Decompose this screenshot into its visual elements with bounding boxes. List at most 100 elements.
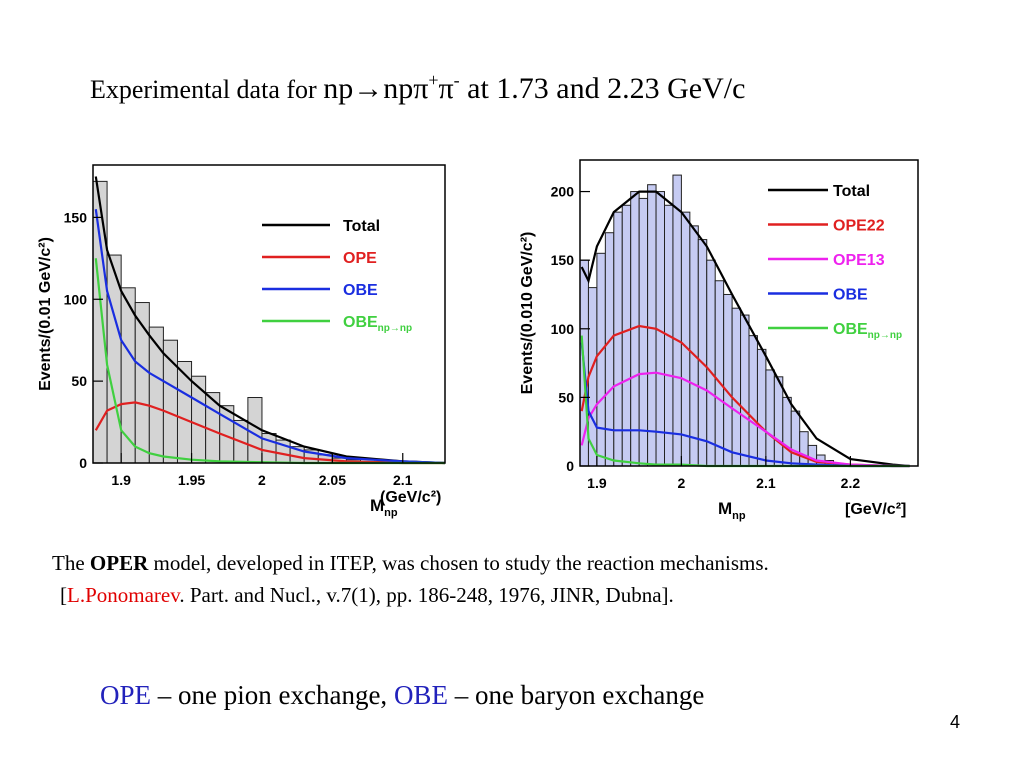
y-axis-label: Events/(0.010 GeV/c²) [519, 232, 536, 395]
curve [94, 401, 445, 465]
histogram-bar [807, 444, 818, 467]
legend-subscript: np→np [378, 323, 412, 334]
legend-label: OBE [343, 282, 378, 299]
histogram-bar [782, 396, 792, 467]
plot-frame [92, 164, 446, 464]
legend-subscript: np→np [868, 330, 902, 341]
histogram-bar [191, 375, 207, 464]
title-suffix: at 1.73 and 2.23 GeV/c [460, 72, 746, 105]
x-axis-unit: [GeV/c²] [845, 501, 906, 518]
y-axis-label: Events/(0.01 GeV/c²) [37, 237, 54, 391]
histogram-bar [647, 184, 657, 467]
y-tick-label: 50 [558, 389, 574, 405]
histogram-bar [723, 293, 733, 467]
legend-name: OPE [343, 250, 377, 267]
histogram-bar [162, 339, 178, 464]
legend-name: OPE22 [833, 218, 885, 235]
x-tick-label: 1.9 [111, 472, 131, 488]
term: OBE [394, 680, 448, 710]
legend-label: OPE13 [833, 252, 885, 269]
legend-name: OPE13 [833, 252, 885, 269]
histogram-bar [148, 326, 164, 464]
x-tick-label: 1.95 [178, 472, 205, 488]
y-tick-label: 100 [551, 321, 575, 337]
x-axis-unit: (GeV/c²) [380, 489, 441, 506]
curve [94, 209, 446, 465]
curve [580, 190, 910, 468]
histogram-bar [689, 225, 699, 467]
y-tick-label: 200 [551, 184, 575, 200]
x-tick-label: 2.1 [393, 472, 413, 488]
legend-name: OBE [833, 287, 868, 304]
histogram-bar [680, 211, 691, 467]
histogram-bar [765, 369, 775, 467]
y-tick-label: 0 [79, 455, 87, 471]
title-sup: - [454, 70, 460, 90]
x-axis-label: Mnp [370, 496, 398, 519]
plot-frame [579, 159, 919, 467]
x-label-main: M [718, 499, 732, 518]
text-line: The OPER model, developed in ITEP, was c… [52, 551, 769, 575]
legend-label: OBE [833, 287, 868, 304]
x-tick-label: 2 [258, 472, 266, 488]
histogram-bar [706, 259, 716, 467]
text-bold: OPER [90, 551, 149, 575]
histogram-bar [613, 211, 623, 467]
histogram-bar [176, 360, 193, 464]
legend-label: OBEnp→np [343, 314, 412, 334]
histogram-bar [638, 197, 649, 467]
text: model, developed in ITEP, was chosen to … [148, 551, 769, 575]
legend-label: OBEnp→np [833, 321, 902, 341]
x-tick-label: 2.1 [756, 475, 776, 491]
curve [580, 371, 910, 468]
histogram-bar [748, 335, 758, 467]
x-tick-label: 2 [678, 475, 686, 491]
title-reaction: np→npπ [323, 72, 428, 105]
histogram-bar [773, 376, 784, 467]
legend-label: Total [343, 218, 380, 235]
title-pi: π [439, 72, 454, 105]
histogram-bar [740, 314, 750, 467]
page-number: 4 [950, 712, 960, 732]
curve [94, 176, 446, 465]
legend-name: OBE [343, 282, 378, 299]
y-tick-label: 50 [71, 373, 87, 389]
histogram-bar [799, 431, 809, 467]
text: – one baryon exchange [448, 680, 704, 710]
title-prefix: Experimental data for [90, 75, 323, 104]
text: . Part. and Nucl., v.7(1), pp. 186-248, … [179, 583, 673, 607]
y-tick-label: 0 [566, 458, 574, 474]
text-line: [L.Ponomarev. Part. and Nucl., v.7(1), p… [60, 583, 674, 607]
x-tick-label: 2.2 [841, 475, 861, 491]
x-label-subscript: np [732, 510, 746, 522]
title-sup: + [428, 70, 438, 90]
x-tick-label: 2.05 [319, 472, 346, 488]
text-line: OPE – one pion exchange, OBE – one baryo… [100, 680, 704, 710]
x-tick-label: 1.9 [587, 475, 607, 491]
x-label-subscript: np [384, 507, 398, 519]
legend-name: OBE [343, 314, 378, 331]
term: OPE [100, 680, 151, 710]
legend-name: Total [343, 218, 380, 235]
text: The [52, 551, 90, 575]
y-tick-label: 100 [64, 291, 88, 307]
text: [ [60, 583, 67, 607]
histogram-bar [697, 239, 708, 467]
slide-title: Experimental data for np→npπ+π- at 1.73 … [90, 70, 745, 105]
y-tick-label: 150 [64, 209, 88, 225]
legend-label: OPE [343, 250, 377, 267]
text: – one pion exchange, [151, 680, 394, 710]
legend-label: OPE22 [833, 218, 885, 235]
x-axis-label: Mnp [718, 499, 746, 522]
legend-name: OBE [833, 321, 868, 338]
y-tick-label: 150 [551, 252, 575, 268]
histogram-bar [596, 252, 606, 467]
x-label-main: M [370, 496, 384, 515]
author: L.Ponomarev [67, 583, 181, 607]
histogram-bar [731, 307, 742, 467]
histogram-bar [756, 348, 767, 467]
histogram-bar [672, 174, 682, 467]
legend-label: Total [833, 183, 870, 200]
histogram-bar [790, 410, 801, 467]
